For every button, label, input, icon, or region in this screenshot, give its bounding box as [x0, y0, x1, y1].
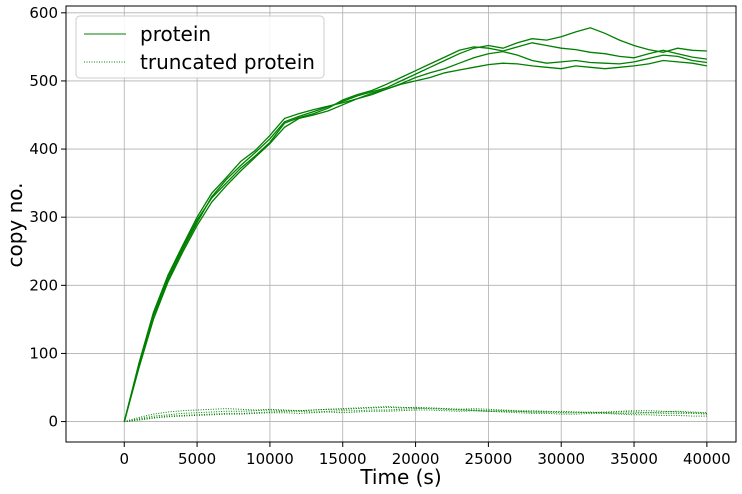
series-layer: [123, 27, 708, 423]
protein-line-0: [123, 50, 707, 422]
x-tick-label: 5000: [178, 450, 216, 468]
legend-box: [75, 15, 325, 79]
y-axis-label: copy no.: [3, 182, 27, 267]
x-tick-label: 35000: [610, 450, 658, 468]
protein-line-3: [123, 59, 708, 422]
x-tick-label: 30000: [537, 450, 585, 468]
protein-line-2: [123, 42, 707, 422]
y-tick-label: 400: [29, 140, 58, 158]
legend: protein truncated protein: [75, 15, 325, 79]
x-tick-label: 15000: [319, 450, 367, 468]
x-axis-label: Time (s): [359, 465, 441, 489]
truncated-protein-line-5: [124, 406, 707, 423]
y-tick-label: 300: [29, 208, 58, 226]
y-tick-label: 500: [29, 72, 58, 90]
plot-frame: [65, 5, 737, 443]
y-tick-label: 100: [29, 344, 58, 362]
legend-truncated-label: truncated protein: [140, 50, 315, 74]
x-tick-label: 0: [119, 450, 129, 468]
y-tick-label: 600: [29, 4, 58, 22]
x-tick-label: 25000: [465, 450, 513, 468]
x-tick-label: 40000: [683, 450, 731, 468]
legend-protein-label: protein: [140, 22, 211, 46]
grid-lines: [66, 6, 736, 442]
truncated-protein-line-4: [124, 406, 707, 423]
x-tick-label: 10000: [246, 450, 294, 468]
protein-line-1: [123, 27, 707, 422]
y-tick-label: 200: [29, 276, 58, 294]
x-tick-label: 20000: [392, 450, 440, 468]
x-axis-ticks: 0 5000 10000 15000 20000 25000 30000 35000 40000: [119, 442, 731, 468]
y-axis-ticks: 0 100 200 300 400 500 600: [29, 4, 66, 431]
y-tick-label: 0: [48, 413, 58, 431]
